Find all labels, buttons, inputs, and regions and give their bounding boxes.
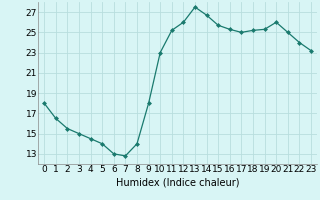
X-axis label: Humidex (Indice chaleur): Humidex (Indice chaleur): [116, 177, 239, 187]
